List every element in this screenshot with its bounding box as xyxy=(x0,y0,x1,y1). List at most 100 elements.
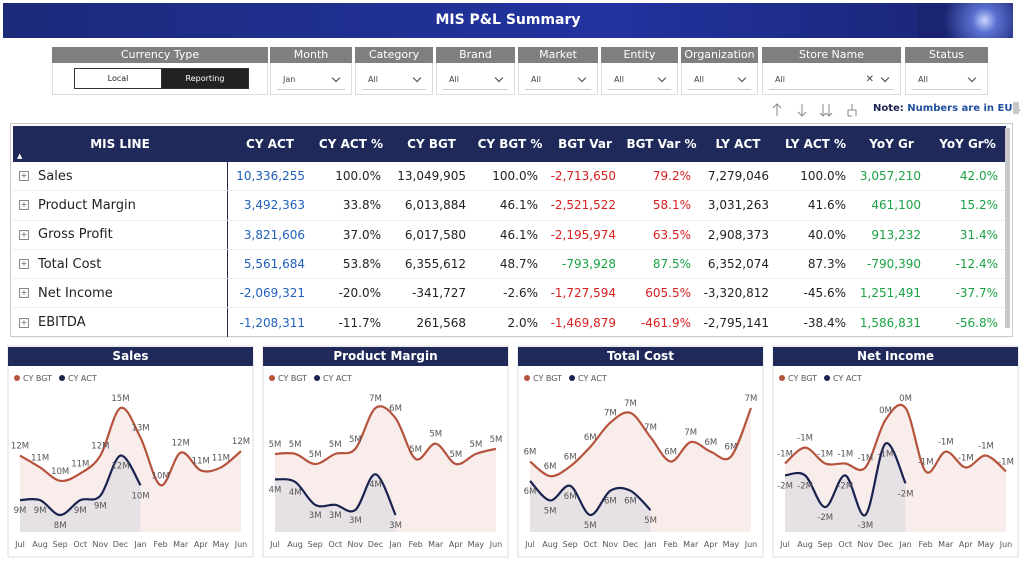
column-header[interactable]: MIS LINE ▲ xyxy=(13,126,227,162)
column-header[interactable]: CY BGT xyxy=(389,126,474,162)
table-row: + Product Margin 3,492,363 33.8% 6,013,884 46… xyxy=(13,190,1006,221)
x-tick-label: Dec xyxy=(368,540,383,549)
filter-body: All xyxy=(518,63,598,95)
x-tick-label: Oct xyxy=(583,540,597,549)
data-label: -1M xyxy=(837,449,853,459)
series-area xyxy=(530,408,751,532)
data-label: 4M xyxy=(289,488,302,498)
table-cell: 2.0% xyxy=(474,307,546,338)
table-cell: -37.7% xyxy=(929,278,1006,309)
expand-button[interactable]: + xyxy=(19,200,29,211)
filter-label: Category xyxy=(355,47,433,63)
filter: Status All xyxy=(905,47,988,95)
data-label: 6M xyxy=(564,452,577,462)
expand-button[interactable]: + xyxy=(19,229,29,240)
column-header[interactable]: CY ACT xyxy=(227,126,313,162)
data-label: 6M xyxy=(389,404,402,414)
table-cell: 100.0% xyxy=(777,162,854,192)
data-label: 13M xyxy=(131,424,149,434)
series-line xyxy=(529,407,753,478)
dropdown[interactable]: All xyxy=(912,70,981,90)
expand-button[interactable]: + xyxy=(19,171,29,182)
row-name: Total Cost xyxy=(38,256,102,272)
table-cell: -793,928 xyxy=(546,249,624,280)
x-tick-label: Mar xyxy=(173,540,189,549)
x-tick-label: Mar xyxy=(938,540,954,549)
expand-button[interactable]: + xyxy=(19,317,29,328)
chart-title: Net Income xyxy=(857,349,934,363)
currency-button[interactable]: Local xyxy=(74,68,162,89)
table-cell: 87.5% xyxy=(624,249,699,280)
dropdown[interactable]: All xyxy=(362,70,426,90)
column-header[interactable]: CY BGT % xyxy=(474,126,546,162)
table-cell: -12.4% xyxy=(929,249,1006,280)
data-label: -1M xyxy=(918,457,934,467)
x-tick-label: Mar xyxy=(683,540,699,549)
table-cell: 6,355,612 xyxy=(389,249,474,280)
filter-body: All xyxy=(355,63,433,95)
x-tick-label: Sep xyxy=(53,540,68,549)
data-label: -1M xyxy=(938,438,954,448)
data-label: -3M xyxy=(857,521,873,531)
data-label: 4M xyxy=(369,480,382,490)
dropdown[interactable]: All xyxy=(525,70,591,90)
table-cell: -2.6% xyxy=(474,278,546,309)
data-label: 6M xyxy=(624,497,637,507)
table-row: + Net Income -2,069,321 -20.0% -341,727 -2.6%… xyxy=(13,278,1006,309)
series-area xyxy=(275,406,496,532)
expand-button[interactable]: + xyxy=(19,288,29,299)
x-tick-label: Feb xyxy=(664,540,678,549)
column-header[interactable]: BGT Var % xyxy=(624,126,699,162)
table-row: + EBITDA -1,208,311 -11.7% 261,568 2.0% -1,469… xyxy=(13,307,1006,338)
table-scrollbar[interactable] xyxy=(1005,128,1010,328)
chart-title: Total Cost xyxy=(607,349,674,363)
dropdown[interactable]: Jan xyxy=(277,70,345,90)
table-cell: 6,017,580 xyxy=(389,220,474,250)
table-cell: 79.2% xyxy=(624,162,699,192)
x-tick-label: Apr xyxy=(194,540,209,549)
x-tick-label: Jul xyxy=(14,540,25,549)
data-label: -1M xyxy=(978,442,994,452)
dropdown[interactable]: All xyxy=(608,70,671,90)
data-label: 5M xyxy=(289,440,302,450)
x-tick-label: Apr xyxy=(449,540,464,549)
row-name: Net Income xyxy=(38,285,113,301)
dropdown-value: Jan xyxy=(283,75,296,84)
chart-title-bar xyxy=(518,347,763,366)
expand-all-icon[interactable] xyxy=(819,104,833,117)
x-tick-label: Apr xyxy=(959,540,974,549)
data-label: 5M xyxy=(449,450,462,460)
hierarchy-icon[interactable] xyxy=(847,104,857,117)
x-tick-label: Oct xyxy=(838,540,852,549)
filter-body: All xyxy=(905,63,988,95)
expand-button[interactable]: + xyxy=(19,259,29,270)
table-cell: -461.9% xyxy=(624,307,699,338)
sort-icon-group xyxy=(772,103,857,117)
row-name: EBITDA xyxy=(38,315,86,331)
sort-up-icon[interactable] xyxy=(772,103,782,116)
dropdown[interactable]: All ✕ xyxy=(769,70,894,90)
currency-button[interactable]: Reporting xyxy=(161,68,249,89)
charts: Sales CY BGT CY ACT Jul Aug Sep Oct Nov Dec Jan Fe… xyxy=(7,345,1019,558)
column-header[interactable]: YoY Gr% xyxy=(929,126,1006,162)
data-label: 11M xyxy=(212,453,230,463)
column-header[interactable]: YoY Gr xyxy=(854,126,929,162)
sort-down-icon[interactable] xyxy=(797,104,807,117)
data-label: 4M xyxy=(269,485,282,495)
filter-body: All xyxy=(601,63,678,95)
data-label: 0M xyxy=(899,394,912,404)
filter-label: Organization xyxy=(681,47,758,63)
column-header[interactable]: LY ACT xyxy=(699,126,777,162)
column-header[interactable]: CY ACT % xyxy=(313,126,389,162)
dropdown[interactable]: All xyxy=(688,70,751,90)
column-header[interactable]: LY ACT % xyxy=(777,126,854,162)
table-cell: 46.1% xyxy=(474,190,546,221)
column-header[interactable]: BGT Var xyxy=(546,126,624,162)
data-label: 7M xyxy=(684,428,697,438)
data-label: 11M xyxy=(192,456,210,466)
data-label: 6M xyxy=(604,497,617,507)
series-line xyxy=(19,454,142,517)
x-tick-label: Nov xyxy=(348,540,364,549)
dropdown[interactable]: All xyxy=(443,70,508,90)
filter: Entity All xyxy=(601,47,678,95)
